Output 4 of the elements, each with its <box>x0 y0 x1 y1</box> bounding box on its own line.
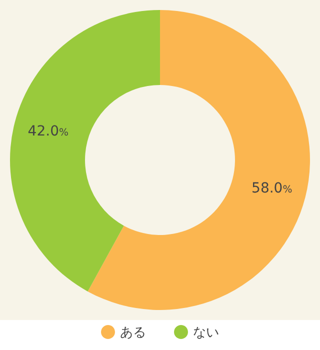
legend-label: ない <box>193 324 219 340</box>
legend-label: ある <box>120 324 146 340</box>
data-label: 58.0% <box>252 180 292 197</box>
data-label: 42.0% <box>28 123 68 140</box>
